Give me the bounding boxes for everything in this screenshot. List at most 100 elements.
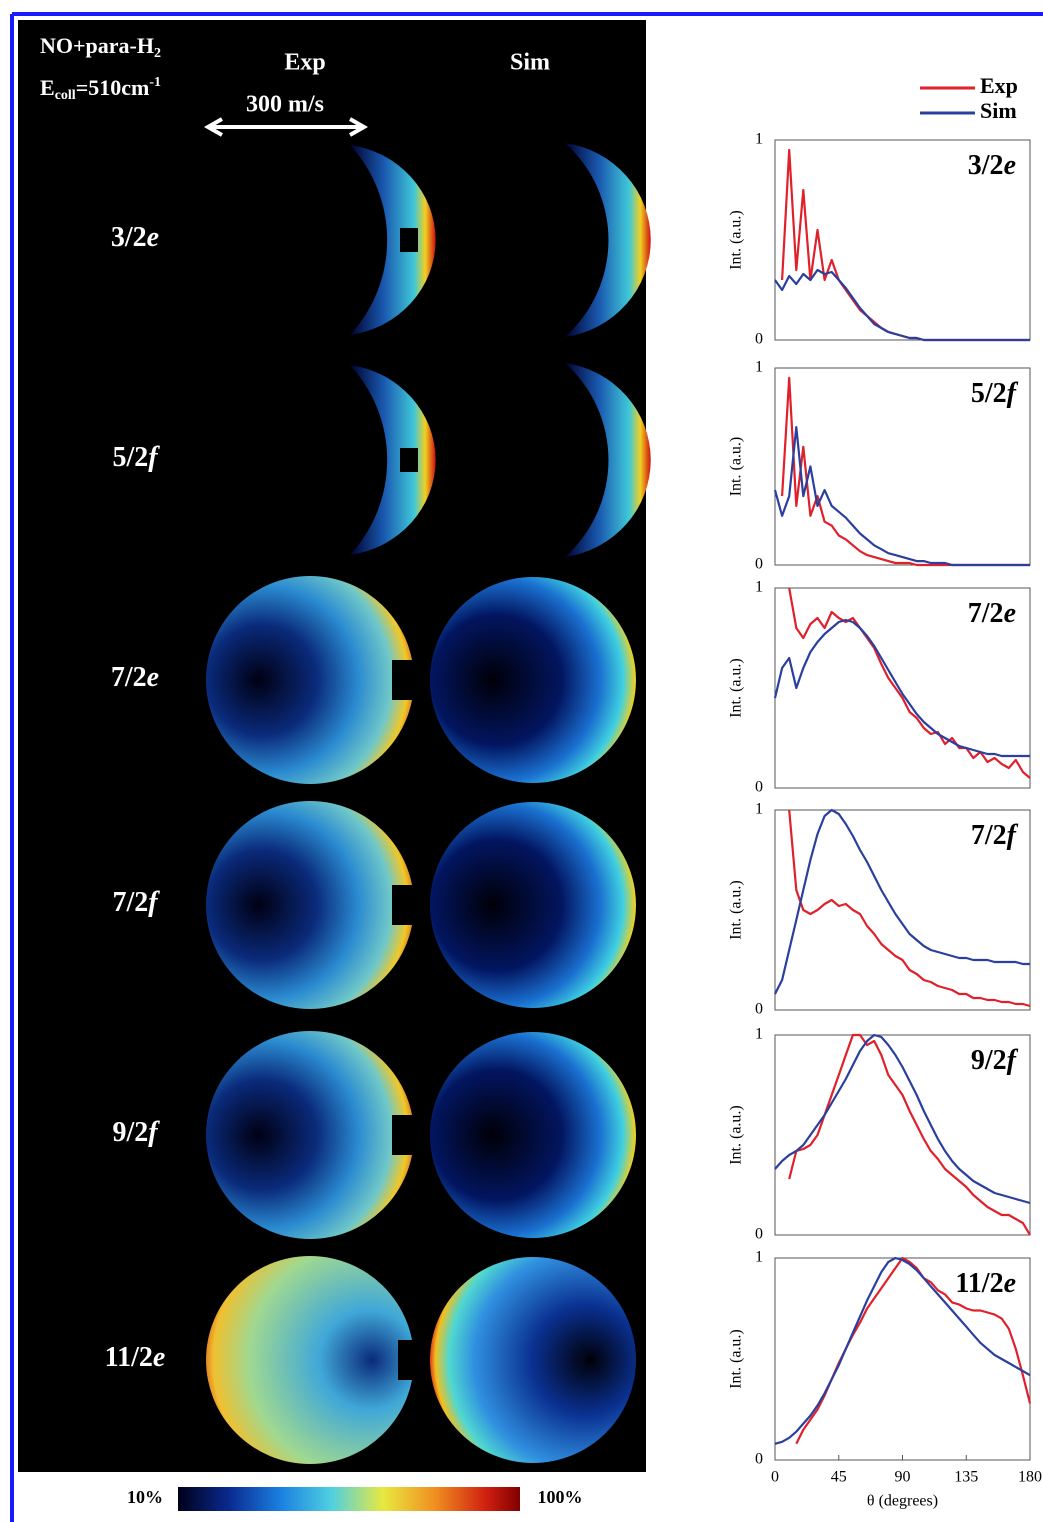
y-tick-label: 0 <box>755 1226 763 1243</box>
series-line <box>774 1033 1031 1205</box>
y-axis-label: Int. (a.u.) <box>728 880 745 940</box>
colorbar-min: 10% <box>127 1487 163 1507</box>
sim-image <box>565 363 651 557</box>
y-tick-label: 1 <box>755 359 763 376</box>
exp-image <box>206 1256 414 1464</box>
row-label: 5/2f <box>112 442 160 473</box>
title-parity: e <box>1004 598 1016 629</box>
row-label: 3/2e <box>111 222 159 253</box>
row-label: 9/2f <box>112 1117 160 1148</box>
y-axis-label: Int. (a.u.) <box>728 210 745 270</box>
row-label: 11/2e <box>105 1342 166 1373</box>
y-tick-label: 0 <box>755 556 763 573</box>
title-parity: f <box>1007 820 1019 851</box>
exp-image <box>350 145 436 335</box>
chart-title: 3/2e <box>968 150 1016 181</box>
chart-title: 7/2f <box>971 820 1019 851</box>
title-j: 9/2 <box>971 1045 1007 1076</box>
series-line <box>774 268 1030 342</box>
title-j: 5/2 <box>971 378 1007 409</box>
series-line <box>788 1033 1031 1236</box>
y-axis-label: Int. (a.u.) <box>728 1329 745 1389</box>
x-tick-label: 90 <box>895 1469 911 1486</box>
beam-mask <box>392 885 416 925</box>
row-j: 7/2 <box>111 662 147 693</box>
sim-image <box>430 1257 636 1463</box>
chart-title: 5/2f <box>971 378 1019 409</box>
row-j: 5/2 <box>112 442 148 473</box>
sim-image <box>430 577 636 783</box>
row-parity: f <box>148 442 160 473</box>
series-line <box>773 618 1030 758</box>
row-parity: e <box>147 662 159 693</box>
series-line <box>773 426 1030 567</box>
column-label: Exp <box>284 50 325 76</box>
y-tick-label: 0 <box>755 1451 763 1468</box>
y-tick-label: 1 <box>755 579 763 596</box>
y-tick-label: 1 <box>755 1026 763 1043</box>
column-label: Sim <box>510 50 550 76</box>
row-j: 11/2 <box>105 1342 153 1373</box>
series-line <box>788 809 1031 1008</box>
legend-label: Sim <box>980 98 1017 123</box>
row-label: 7/2e <box>111 662 159 693</box>
row-parity: f <box>148 887 160 918</box>
x-tick-label: 135 <box>954 1469 978 1486</box>
series-line <box>774 808 1030 995</box>
beam-mask <box>392 660 416 700</box>
exp-image <box>206 1031 414 1239</box>
chart-title: 11/2e <box>955 1268 1016 1299</box>
y-tick-label: 0 <box>755 331 763 348</box>
reactant: NO+para-H2 <box>40 33 161 61</box>
beam-mask <box>398 1340 422 1380</box>
x-tick-label: 0 <box>771 1469 779 1486</box>
y-axis-label: Int. (a.u.) <box>728 437 745 497</box>
y-tick-label: 1 <box>755 801 763 818</box>
legend-label: Exp <box>980 73 1018 98</box>
y-tick-label: 1 <box>755 131 763 148</box>
exp-image <box>206 801 414 1009</box>
colorbar-max: 100% <box>538 1487 583 1507</box>
y-tick-label: 0 <box>755 1001 763 1018</box>
row-j: 9/2 <box>112 1117 148 1148</box>
sim-image <box>565 143 651 337</box>
scale-label: 300 m/s <box>246 92 324 118</box>
series-line <box>788 587 1031 779</box>
chart-title: 9/2f <box>971 1045 1019 1076</box>
beam-mask <box>400 228 418 252</box>
plot-frame <box>774 1257 1031 1461</box>
y-axis-label: Int. (a.u.) <box>728 658 745 718</box>
y-axis-label: Int. (a.u.) <box>728 1105 745 1165</box>
beam-mask <box>400 448 418 472</box>
title-j: 7/2 <box>971 820 1007 851</box>
exp-image <box>206 576 414 784</box>
title-parity: f <box>1007 1045 1019 1076</box>
chart-title: 7/2e <box>968 598 1016 629</box>
x-tick-label: 180 <box>1018 1469 1042 1486</box>
row-label: 7/2f <box>112 887 160 918</box>
beam-mask <box>392 1115 416 1155</box>
sim-image <box>430 1032 636 1238</box>
title-parity: f <box>1007 378 1019 409</box>
plot-frame <box>774 139 1031 341</box>
row-parity: e <box>147 222 159 253</box>
exp-image <box>350 365 436 555</box>
row-j: 7/2 <box>112 887 148 918</box>
title-parity: e <box>1004 150 1016 181</box>
collision-energy: Ecoll=510cm-1 <box>40 75 161 103</box>
title-j: 3/2 <box>968 150 1004 181</box>
x-axis-label: θ (degrees) <box>867 1493 938 1510</box>
series-line <box>774 1256 1031 1445</box>
row-j: 3/2 <box>111 222 147 253</box>
scale-arrow <box>203 117 369 137</box>
row-parity: e <box>153 1342 165 1373</box>
title-parity: e <box>1004 1268 1016 1299</box>
title-j: 7/2 <box>968 598 1004 629</box>
y-tick-label: 0 <box>755 779 763 796</box>
y-tick-label: 1 <box>755 1249 763 1266</box>
x-tick-label: 45 <box>831 1469 847 1486</box>
sim-image <box>430 802 636 1008</box>
